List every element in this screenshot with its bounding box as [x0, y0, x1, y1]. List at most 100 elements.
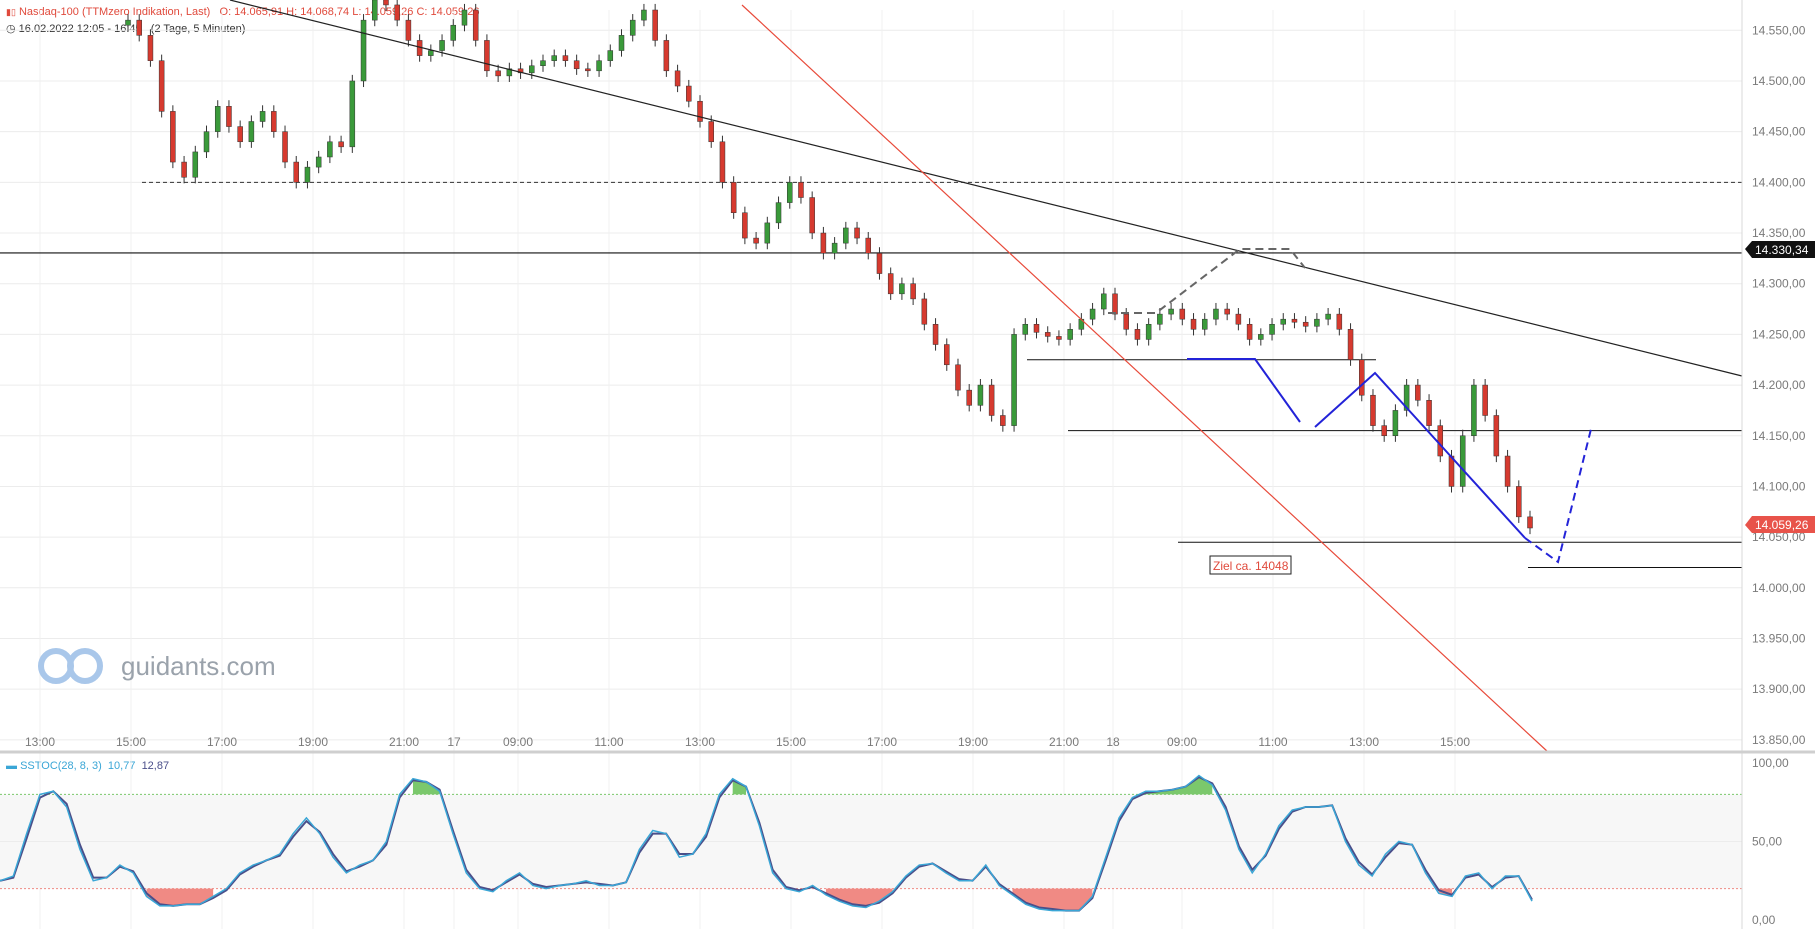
candle-body [495, 70, 501, 77]
time-tick-label: 17 [447, 735, 461, 749]
candle-body [1493, 415, 1500, 457]
candle-body [910, 283, 916, 300]
candle-body [742, 212, 748, 239]
time-tick-label: 13:00 [1349, 735, 1379, 749]
candle-body [1201, 318, 1208, 330]
indicator-value-d: 12,87 [141, 760, 170, 772]
candle-body [887, 273, 894, 295]
candle-body [1258, 334, 1264, 340]
candle-body [529, 65, 535, 74]
price-tick-label: 14.050,00 [1752, 530, 1806, 544]
candle-body [1134, 329, 1141, 340]
candle-body [461, 9, 468, 26]
candle-body [192, 151, 199, 178]
price-tick-label: 14.300,00 [1752, 277, 1806, 291]
target-annotation-text: Ziel ca. 14048 [1213, 559, 1289, 573]
stochastic-k-line [0, 774, 1533, 912]
candle-body [1482, 384, 1488, 416]
candle-body [1145, 323, 1152, 340]
candle-body [618, 35, 625, 51]
oversold-fill [146, 888, 214, 906]
indicator-tick-label: 0,00 [1752, 913, 1776, 927]
time-tick-label: 09:00 [503, 735, 533, 749]
pattern-projection [1524, 424, 1593, 564]
candle-body [899, 283, 905, 295]
candle-body [259, 111, 266, 122]
candle-body [158, 60, 165, 112]
candle-body [349, 80, 356, 148]
candle-body [1448, 455, 1455, 487]
candle-body [697, 100, 703, 122]
level-tag: 14.330,34 [1745, 241, 1815, 258]
instrument-name: Nasdaq-100 (TTMzero Indikation, Last) [18, 6, 211, 18]
price-tick-label: 14.350,00 [1752, 226, 1806, 240]
candle-body [1516, 486, 1522, 518]
candle-body [1325, 313, 1331, 320]
candle-body [686, 85, 692, 102]
indicator-tick-label: 50,00 [1752, 835, 1782, 849]
projection-dashed-gray [1108, 248, 1306, 314]
price-tick-label: 14.250,00 [1752, 327, 1806, 341]
chart-header: ▮▯ Nasdaq-100 (TTMzero Indikation, Last)… [6, 6, 479, 18]
price-tick-label: 13.850,00 [1752, 733, 1806, 747]
candle-body [629, 19, 636, 36]
level-tag-text: 14.330,34 [1755, 243, 1809, 257]
price-tick-label: 13.900,00 [1752, 682, 1806, 696]
candle-body [271, 111, 277, 132]
candle-body [248, 121, 255, 143]
indicator-value-k: 10,77 [107, 760, 136, 772]
candle-body [214, 106, 221, 132]
candle-body [1179, 308, 1186, 320]
time-tick-label: 18 [1106, 735, 1120, 749]
candle-body [472, 9, 479, 41]
candle-body [372, 0, 378, 21]
candle-body [596, 60, 602, 72]
indicator-swatch: ▬ [6, 760, 17, 772]
logo-ring-right [67, 648, 103, 684]
candle-body [1392, 410, 1399, 437]
candle-body [1347, 329, 1354, 360]
candle-body [383, 0, 389, 6]
time-tick-label: 17:00 [207, 735, 237, 749]
candle-body [1033, 323, 1040, 333]
candle-body [484, 40, 490, 72]
candle-body [551, 55, 557, 61]
candle-body [203, 131, 210, 153]
price-tick-label: 14.400,00 [1752, 175, 1806, 189]
price-tick-label: 14.000,00 [1752, 581, 1806, 595]
candle-body [1280, 318, 1286, 325]
candle-body [1459, 435, 1466, 487]
pattern-leg-2 [1314, 371, 1526, 539]
candle-body [1067, 329, 1073, 340]
time-tick-label: 17:00 [867, 735, 897, 749]
downtrend-line-black [229, 0, 1743, 377]
time-tick-label: 19:00 [958, 735, 988, 749]
candle-body [921, 298, 928, 325]
candle-body [394, 4, 400, 21]
candle-body [573, 60, 580, 70]
candle-body [1426, 400, 1432, 426]
downtrend-line-red [741, 4, 1549, 753]
time-tick-label: 11:00 [594, 735, 623, 749]
time-tick-label: 11:00 [1258, 735, 1287, 749]
candle-body [125, 19, 131, 26]
candle-body [1246, 323, 1253, 340]
candle-body [1415, 384, 1421, 401]
candle-body [315, 156, 322, 168]
candle-body [1157, 313, 1163, 325]
price-tick-label: 14.200,00 [1752, 378, 1806, 392]
candle-body [966, 389, 972, 406]
candle-body [854, 227, 860, 239]
candle-body [798, 182, 804, 198]
candle-body [820, 232, 827, 254]
candle-body [338, 141, 344, 148]
candle-body [506, 68, 513, 77]
candle-body [1504, 455, 1511, 487]
candle-body [753, 237, 759, 244]
instrument-icon: ▮▯ [6, 7, 16, 17]
candle-body [1403, 384, 1410, 411]
candle-body [708, 121, 714, 143]
price-tick-label: 14.150,00 [1752, 429, 1806, 443]
